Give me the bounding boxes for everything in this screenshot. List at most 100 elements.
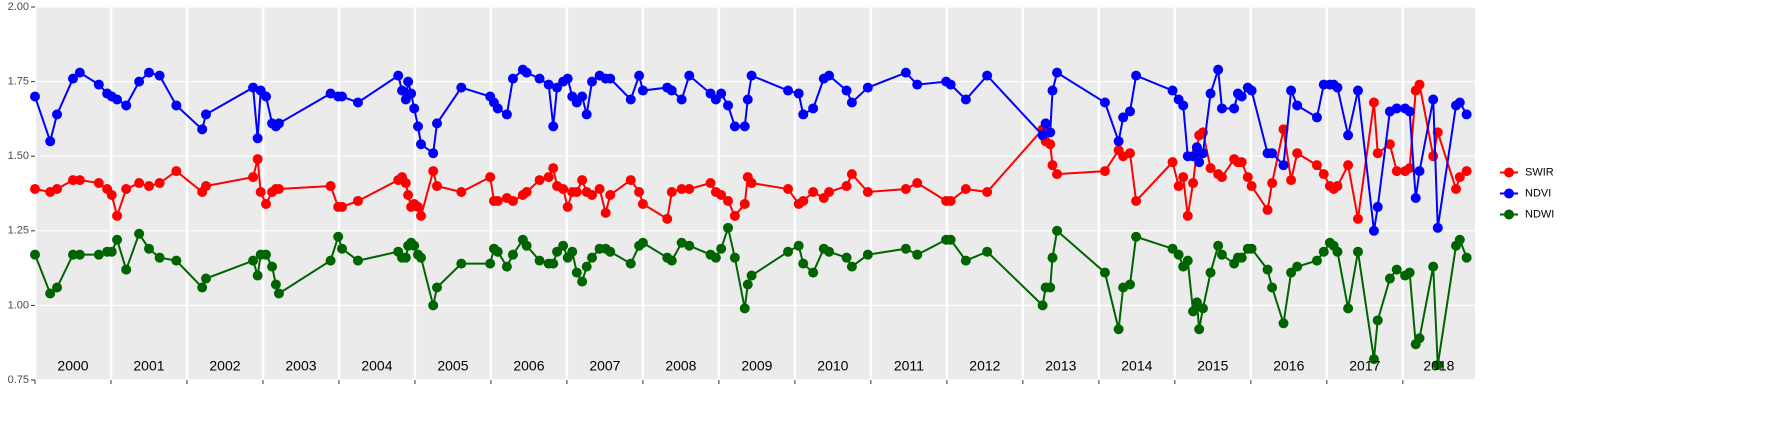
point xyxy=(431,181,442,192)
point xyxy=(1178,172,1189,183)
point xyxy=(1343,303,1354,314)
point xyxy=(45,136,56,147)
point xyxy=(912,178,923,189)
point xyxy=(1428,94,1439,105)
point xyxy=(112,94,123,105)
point xyxy=(492,195,503,206)
point xyxy=(273,288,284,299)
point xyxy=(1125,279,1136,290)
y-tick-label: 1.25 xyxy=(8,225,29,237)
point xyxy=(1404,106,1415,117)
point xyxy=(1432,360,1443,371)
point xyxy=(1167,157,1178,168)
point xyxy=(793,88,804,99)
point xyxy=(710,252,721,263)
point xyxy=(571,267,582,278)
point xyxy=(171,100,182,111)
point xyxy=(1454,234,1465,245)
point xyxy=(1213,64,1224,75)
point xyxy=(1178,100,1189,111)
year-label: 2014 xyxy=(1121,358,1152,374)
point xyxy=(134,228,145,239)
point xyxy=(1213,240,1224,251)
point xyxy=(406,88,417,99)
point xyxy=(1454,97,1465,108)
point xyxy=(1454,172,1465,183)
year-label: 2000 xyxy=(57,358,88,374)
point xyxy=(605,246,616,257)
point xyxy=(808,187,819,198)
point xyxy=(548,163,559,174)
point xyxy=(1352,246,1363,257)
point xyxy=(400,178,411,189)
point xyxy=(846,261,857,272)
point xyxy=(45,288,56,299)
point xyxy=(121,264,132,275)
point xyxy=(412,201,423,212)
point xyxy=(960,94,971,105)
point xyxy=(1372,315,1383,326)
point xyxy=(67,249,78,260)
point xyxy=(154,252,165,263)
point xyxy=(900,243,911,254)
point xyxy=(428,300,439,311)
point xyxy=(1404,267,1415,278)
point xyxy=(1205,88,1216,99)
point xyxy=(841,181,852,192)
point xyxy=(1194,157,1205,168)
y-tick-label: 2.00 xyxy=(8,1,29,13)
point xyxy=(1343,160,1354,171)
point xyxy=(684,184,695,195)
point xyxy=(456,82,467,93)
point xyxy=(1182,210,1193,221)
point xyxy=(248,82,259,93)
point xyxy=(1432,222,1443,233)
point xyxy=(273,184,284,195)
point xyxy=(200,181,211,192)
year-label: 2004 xyxy=(361,358,392,374)
point xyxy=(1404,163,1415,174)
point xyxy=(739,303,750,314)
point xyxy=(543,79,554,90)
point xyxy=(1332,82,1343,93)
year-label: 2011 xyxy=(894,358,924,374)
point xyxy=(1045,282,1056,293)
point xyxy=(325,88,336,99)
point xyxy=(252,133,263,144)
y-tick-label: 0.75 xyxy=(8,374,29,386)
point xyxy=(862,82,873,93)
point xyxy=(428,148,439,159)
point xyxy=(67,73,78,84)
point xyxy=(783,184,794,195)
point xyxy=(485,258,496,269)
point xyxy=(400,252,411,263)
year-label: 2009 xyxy=(741,358,772,374)
point xyxy=(112,210,123,221)
point xyxy=(521,187,532,198)
point xyxy=(1113,324,1124,335)
point xyxy=(1045,139,1056,150)
point xyxy=(960,184,971,195)
point xyxy=(1332,246,1343,257)
point xyxy=(121,184,132,195)
point xyxy=(1461,252,1472,263)
year-label: 2010 xyxy=(817,358,848,374)
point xyxy=(1047,85,1058,96)
point xyxy=(456,187,467,198)
year-label: 2005 xyxy=(437,358,468,374)
point xyxy=(1246,85,1257,96)
point xyxy=(862,249,873,260)
point xyxy=(739,121,750,132)
point xyxy=(1131,70,1142,81)
point xyxy=(1461,166,1472,177)
point xyxy=(171,166,182,177)
point xyxy=(121,100,132,111)
point xyxy=(1052,67,1063,78)
point xyxy=(1242,172,1253,183)
point xyxy=(824,246,835,257)
point xyxy=(492,246,503,257)
point xyxy=(154,70,165,81)
point xyxy=(252,154,263,165)
point xyxy=(577,276,588,287)
point xyxy=(197,124,208,135)
